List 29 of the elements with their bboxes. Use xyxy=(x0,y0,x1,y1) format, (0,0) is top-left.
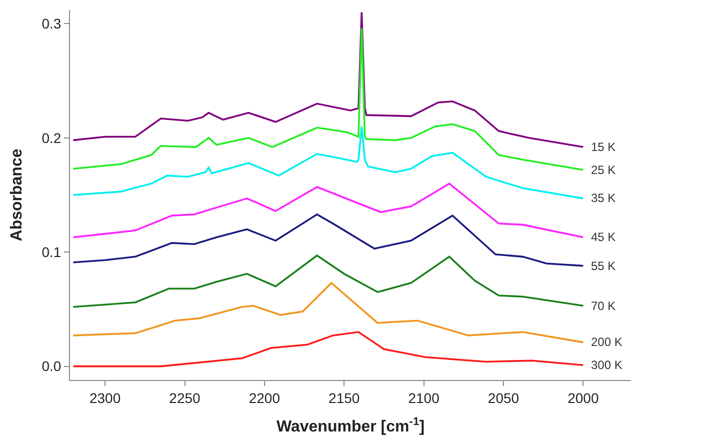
line-series xyxy=(72,27,584,171)
line-series xyxy=(72,282,584,344)
y-tick-label: 0.0 xyxy=(42,358,62,374)
x-tick-label: 2050 xyxy=(488,390,520,406)
series-label: 35 K xyxy=(591,191,616,205)
series-label: 25 K xyxy=(591,163,616,177)
line-series xyxy=(72,126,584,200)
series-label: 300 K xyxy=(591,358,622,372)
x-tick-label: 2200 xyxy=(248,390,280,406)
y-axis-title: Absorbance xyxy=(8,148,26,242)
series-label: 45 K xyxy=(591,230,616,244)
x-tick-label: 2150 xyxy=(328,390,360,406)
line-series xyxy=(72,11,584,148)
line-series xyxy=(72,182,584,238)
x-axis-title: Wavenumber [cm$^{-1}$] xyxy=(276,416,425,436)
y-tick-label: 0.3 xyxy=(42,16,62,32)
x-tick-label: 2100 xyxy=(408,390,440,406)
series-label: 70 K xyxy=(591,299,616,313)
series-label: 55 K xyxy=(591,259,616,273)
y-tick-label: 0.1 xyxy=(42,244,62,260)
x-tick-label: 2000 xyxy=(568,390,599,406)
x-tick-label: 2250 xyxy=(169,390,201,406)
line-series xyxy=(72,254,584,308)
line-series xyxy=(72,331,584,368)
line-series xyxy=(72,214,584,267)
x-tick-label: 2300 xyxy=(89,390,121,406)
series-label: 15 K xyxy=(591,140,616,154)
y-tick-label: 0.2 xyxy=(42,130,62,146)
series-label: 200 K xyxy=(591,335,622,349)
